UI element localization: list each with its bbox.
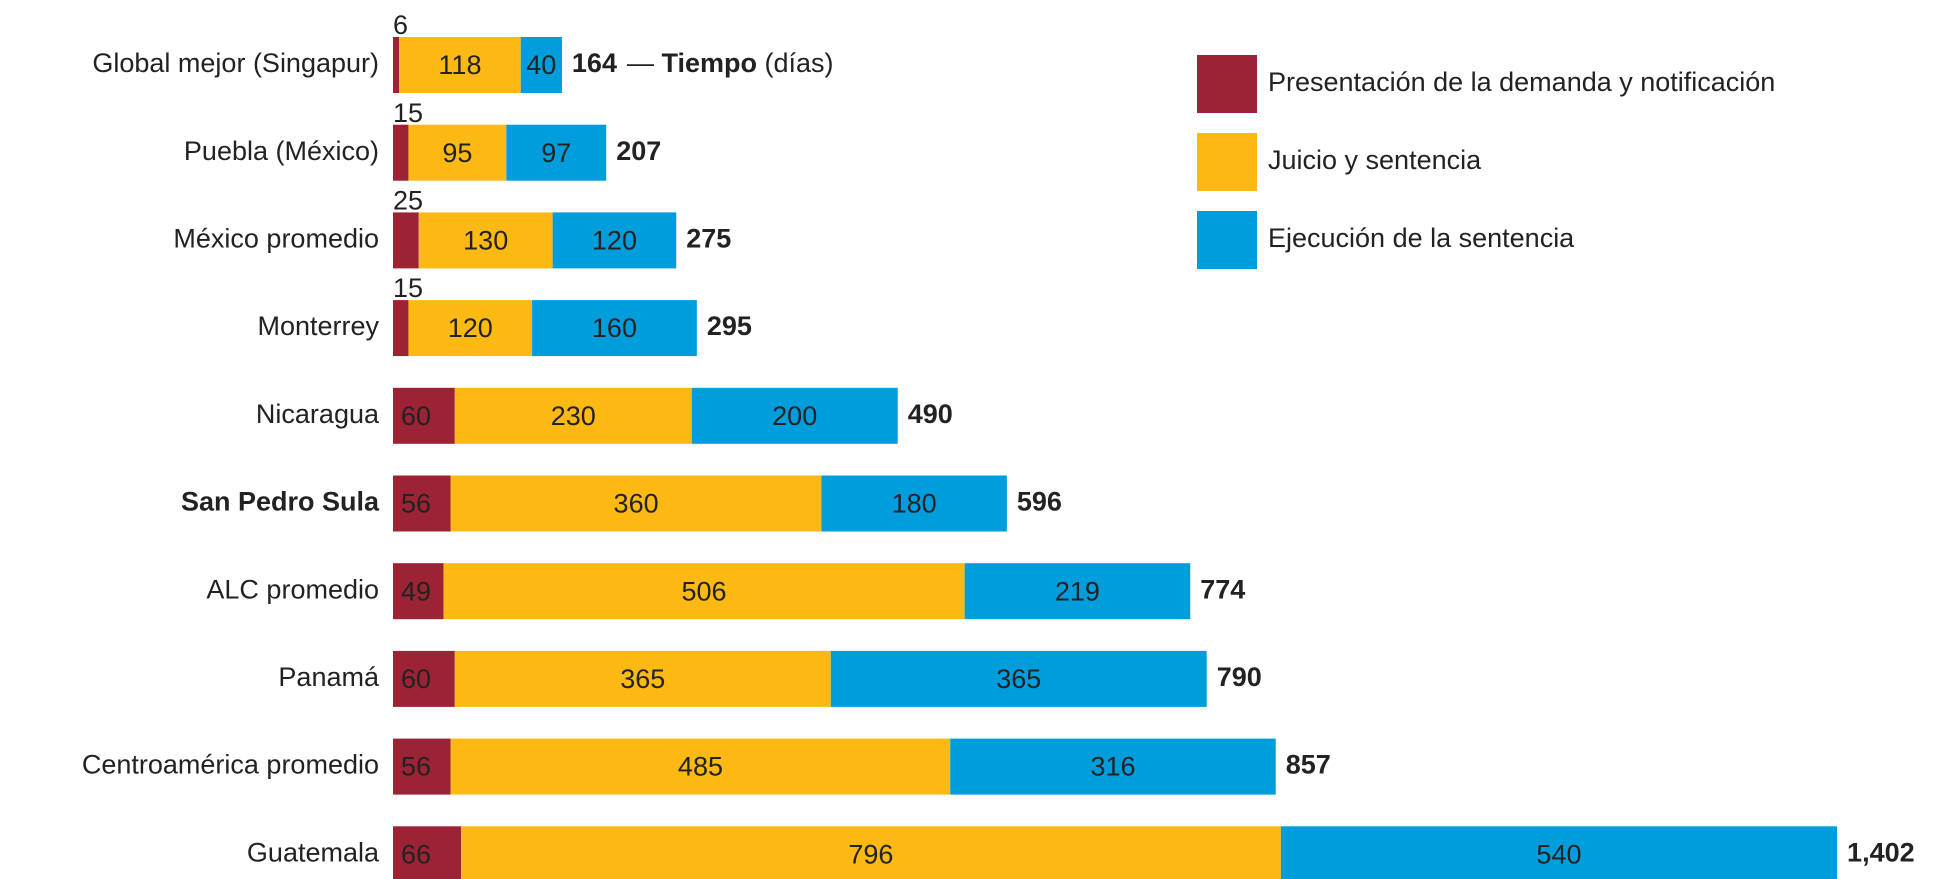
bar-segment — [393, 124, 409, 181]
value-label: 365 — [620, 664, 665, 694]
category-label: Guatemala — [247, 837, 380, 867]
value-label: 120 — [592, 226, 637, 256]
bar-segment — [418, 212, 553, 269]
total-label: 295 — [707, 311, 752, 341]
value-label: 180 — [892, 489, 937, 519]
total-label: 207 — [616, 136, 661, 166]
bar-segment — [454, 387, 692, 444]
value-label: 6 — [393, 10, 408, 40]
bar-segment — [950, 738, 1276, 795]
value-label: 160 — [592, 313, 637, 343]
bar-segment — [393, 212, 419, 269]
bar-segment — [460, 826, 1281, 879]
value-label: 40 — [526, 50, 556, 80]
bar-segment — [393, 563, 444, 620]
bar-segment — [691, 387, 898, 444]
value-label: 316 — [1090, 752, 1135, 782]
bar-segment — [393, 826, 461, 879]
legend-label: Juicio y sentencia — [1268, 145, 1482, 175]
value-label: 796 — [848, 839, 893, 869]
bar-segment — [506, 124, 607, 181]
category-label: Global mejor (Singapur) — [92, 48, 379, 78]
category-label: Panamá — [278, 662, 380, 692]
legend-swatch — [1197, 55, 1257, 113]
value-label: 230 — [551, 401, 596, 431]
bar-segment — [821, 475, 1007, 532]
annotation: — Tiempo (días) — [627, 48, 834, 78]
bar-segment — [520, 37, 562, 93]
total-label: 490 — [908, 399, 953, 429]
legend-swatch — [1197, 211, 1257, 269]
bar-segment — [450, 738, 951, 795]
legend-swatch — [1197, 133, 1257, 191]
value-label: 56 — [401, 752, 431, 782]
value-label: 120 — [448, 313, 493, 343]
bar-segment — [393, 738, 451, 795]
value-label: 506 — [682, 576, 727, 606]
legend-label: Ejecución de la sentencia — [1268, 223, 1575, 253]
total-label: 790 — [1217, 662, 1262, 692]
total-label: 857 — [1286, 750, 1331, 780]
value-label: 118 — [438, 50, 481, 80]
category-label: Monterrey — [257, 311, 379, 341]
value-label: 60 — [401, 664, 431, 694]
bar-segment — [443, 563, 965, 620]
value-label: 95 — [442, 138, 472, 168]
legend-label: Presentación de la demanda y notificació… — [1268, 67, 1775, 97]
value-label: 97 — [541, 138, 571, 168]
bar-segment — [393, 387, 455, 444]
bar-segment — [454, 650, 831, 707]
category-label: Nicaragua — [256, 399, 380, 429]
total-label: 596 — [1017, 487, 1062, 517]
category-label: San Pedro Sula — [181, 487, 380, 517]
category-label: ALC promedio — [206, 574, 379, 604]
annotation-dash: — — [627, 48, 654, 78]
bar-segment — [964, 563, 1191, 620]
value-label: 60 — [401, 401, 431, 431]
bar-segment — [830, 650, 1207, 707]
value-label: 56 — [401, 489, 431, 519]
category-label: Puebla (México) — [184, 136, 379, 166]
total-label: 275 — [686, 224, 731, 254]
total-label: 774 — [1200, 574, 1245, 604]
total-label: 1,402 — [1847, 837, 1915, 867]
bar-segment — [552, 212, 677, 269]
value-label: 540 — [1536, 839, 1581, 869]
value-label: 219 — [1055, 576, 1100, 606]
value-label: 485 — [678, 752, 723, 782]
value-label: 25 — [393, 186, 423, 216]
bar-segment — [1280, 826, 1838, 879]
bar-segment — [393, 475, 451, 532]
annotation-bold: Tiempo — [661, 48, 757, 78]
category-label: Centroamérica promedio — [82, 750, 379, 780]
value-label: 15 — [393, 273, 423, 303]
value-label: 66 — [401, 839, 431, 869]
bar-segment — [393, 650, 455, 707]
value-label: 130 — [463, 226, 508, 256]
bar-segment — [408, 124, 507, 181]
bar-segment — [399, 37, 521, 93]
annotation-rest: (días) — [765, 48, 834, 78]
bar-segment — [532, 300, 697, 357]
category-label: México promedio — [173, 224, 379, 254]
total-label: 164 — [572, 48, 617, 78]
value-label: 49 — [401, 576, 431, 606]
value-label: 360 — [614, 489, 659, 519]
value-label: 200 — [772, 401, 817, 431]
value-label: 15 — [393, 98, 423, 128]
bar-segment — [393, 300, 409, 357]
bar-segment — [408, 300, 533, 357]
bar-segment — [450, 475, 822, 532]
value-label: 365 — [996, 664, 1041, 694]
bar-segment — [393, 37, 400, 93]
